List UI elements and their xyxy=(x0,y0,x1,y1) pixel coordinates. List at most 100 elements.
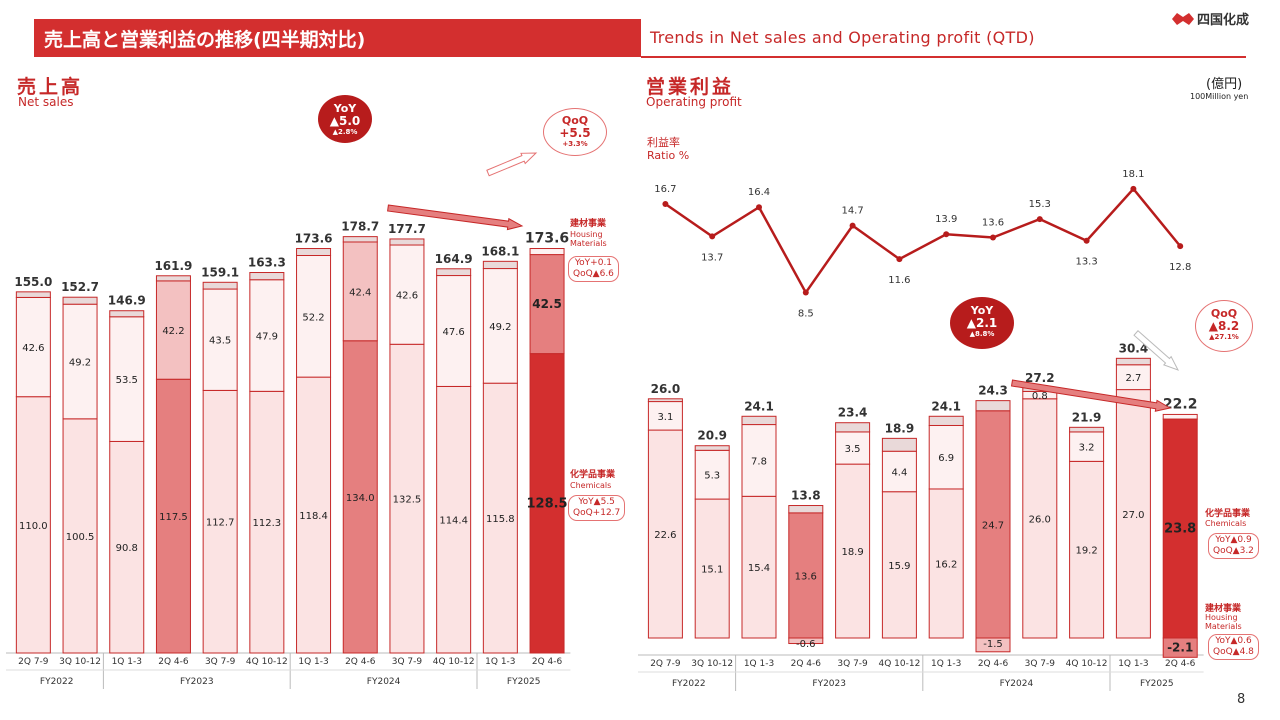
op-bar-housing xyxy=(788,637,824,645)
op-yoy-arrow-shape xyxy=(1010,379,1172,412)
op-chem-qoq: QoQ▲3.2 xyxy=(1213,546,1254,556)
ns-chem-label: 110.0 xyxy=(19,521,48,532)
ns-fy-label: FY2024 xyxy=(367,677,401,687)
ratio-value-label: 18.1 xyxy=(1122,169,1144,180)
ns-bar-other xyxy=(15,291,51,298)
ns-housing-label: 47.9 xyxy=(256,332,278,343)
ns-tick-label: 2Q 7-9 xyxy=(18,657,49,667)
ns-fy-label: FY2023 xyxy=(180,677,214,687)
ratio-point xyxy=(990,234,996,241)
op-housing-label: 7.8 xyxy=(751,456,767,467)
ratio-value-label: 8.5 xyxy=(798,309,814,320)
net-sales-title-en: Net sales xyxy=(18,95,74,109)
ratio-point xyxy=(1130,185,1137,192)
op-chem-yoy: YoY▲0.9 xyxy=(1215,535,1252,545)
ratio-value-label: 15.3 xyxy=(1029,199,1051,210)
op-fy-label: FY2024 xyxy=(1000,679,1034,689)
ns-bar-chemicals xyxy=(15,396,51,654)
ns-bar-other xyxy=(109,310,145,318)
ratio-value-label: 16.7 xyxy=(654,184,676,195)
op-total-label: 26.0 xyxy=(651,382,681,396)
ns-housing-label: 43.5 xyxy=(209,336,231,347)
op-bar-housing xyxy=(928,424,964,490)
ns-bar-other xyxy=(62,296,98,305)
ratio-point xyxy=(849,222,856,229)
op-tick-label: 4Q 10-12 xyxy=(878,659,920,669)
op-bar-chemicals xyxy=(1069,460,1105,639)
op-chem-label: 18.9 xyxy=(841,547,863,558)
page-number: 8 xyxy=(1237,692,1246,707)
op-bar-housing xyxy=(975,637,1011,653)
ns-tick-label: 2Q 4-6 xyxy=(158,657,189,667)
op-qoq-arrow xyxy=(1133,330,1180,371)
ratio-line xyxy=(664,186,1182,295)
op-tick-label: 1Q 1-3 xyxy=(931,659,961,669)
ns-bar-other xyxy=(155,275,191,282)
ns-bar-other xyxy=(342,236,378,243)
op-housing-label-en: Housing Materials xyxy=(1205,613,1242,631)
ns-total-label: 152.7 xyxy=(61,280,99,294)
ns-tick-label: 3Q 7-9 xyxy=(392,657,423,667)
ratio-point xyxy=(1177,243,1184,250)
ns-total-label: 178.7 xyxy=(341,220,379,234)
ns-housing-qoq: QoQ▲6.6 xyxy=(573,269,614,279)
title-bar xyxy=(34,19,641,57)
ratio-value-label: 12.8 xyxy=(1169,262,1191,273)
ns-chem-yoy: YoY▲5.5 xyxy=(578,497,615,507)
ns-bar-chemicals xyxy=(389,343,425,654)
ns-housing-label: 42.4 xyxy=(349,287,371,298)
op-chem-label: 23.8 xyxy=(1164,522,1196,537)
ns-housing-label: 42.6 xyxy=(396,291,418,302)
ratio-point xyxy=(756,204,762,211)
ns-bar-housing xyxy=(529,254,565,355)
ratio-label: 利益率 xyxy=(647,136,680,149)
op-bar-other xyxy=(975,400,1011,412)
ns-chem-label: 128.5 xyxy=(526,496,567,511)
ns-total-label: 163.3 xyxy=(248,256,286,270)
op-housing-label: 5.3 xyxy=(704,471,720,482)
ns-chem-label: 114.4 xyxy=(439,516,468,527)
op-bar-other xyxy=(1069,426,1105,433)
ratio-value-label: 11.6 xyxy=(888,275,910,286)
ns-qoq-arrow-shape xyxy=(486,152,538,177)
op-bar-housing xyxy=(694,449,730,500)
op-housing-label: -0.6 xyxy=(796,639,816,650)
op-bar-other xyxy=(741,415,777,426)
op-yoy-arrow xyxy=(1010,379,1172,412)
ratio-value-label: 13.6 xyxy=(982,217,1004,228)
ns-housing-yoy: YoY+0.1 xyxy=(574,258,613,268)
op-chem-label: 27.0 xyxy=(1122,510,1144,521)
net-sales-title: 売上高 xyxy=(17,76,84,98)
ns-bar-other xyxy=(202,281,238,290)
ns-chem-qoq: QoQ+12.7 xyxy=(573,508,621,518)
op-housing-qoq: QoQ▲4.8 xyxy=(1213,647,1254,657)
ns-bar-housing xyxy=(482,268,518,384)
op-total-label: 18.9 xyxy=(885,421,915,435)
op-tick-label: 3Q 7-9 xyxy=(1025,659,1056,669)
op-yoy-value: ▲2.1 xyxy=(966,316,998,330)
ratio-point xyxy=(1083,237,1090,244)
op-tick-label: 3Q 7-9 xyxy=(837,659,868,669)
ratio-value-label: 13.9 xyxy=(935,214,957,225)
op-chem-label: 26.0 xyxy=(1029,514,1051,525)
ns-yoy-callout: YoY ▲5.0 ▲2.8% xyxy=(318,95,372,143)
ns-bar-other xyxy=(529,248,565,256)
op-housing-label: 4.4 xyxy=(891,467,907,478)
ns-fy-label: FY2025 xyxy=(507,677,541,687)
logo-mark-icon xyxy=(1172,12,1194,25)
op-chem-label: 24.7 xyxy=(982,520,1004,531)
unit-label-en: 100Million yen xyxy=(1190,92,1249,101)
ns-qoq-pct: +3.3% xyxy=(562,140,588,148)
ratio-point xyxy=(802,289,809,296)
ns-tick-label: 1Q 1-3 xyxy=(112,657,142,667)
op-chem-label: 化学品事業 xyxy=(1205,509,1251,519)
op-qoq-pct: ▲27.1% xyxy=(1209,333,1239,341)
ns-chem-change: YoY▲5.5 QoQ+12.7 xyxy=(568,495,626,521)
ratio-value-label: 13.3 xyxy=(1075,257,1097,268)
ratio-point xyxy=(896,256,903,263)
op-total-label: 27.2 xyxy=(1025,371,1055,385)
op-housing-label: 2.7 xyxy=(1125,373,1141,384)
op-housing-label: -2.1 xyxy=(1167,641,1193,655)
ratio-point xyxy=(943,231,950,238)
